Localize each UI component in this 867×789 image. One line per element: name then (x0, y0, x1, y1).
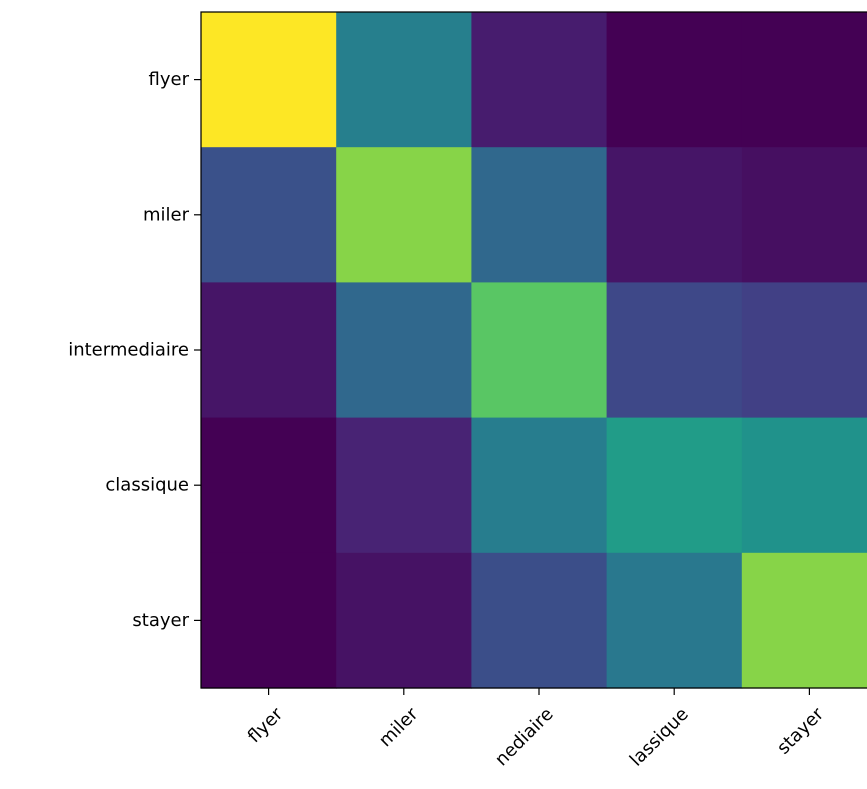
x-tick-label: flyer (244, 703, 288, 747)
heatmap-cell-miler-miler (336, 147, 472, 283)
heatmap-cell-miler-intermediaire (471, 147, 608, 283)
heatmap-cell-classique-intermediaire (471, 417, 608, 554)
heatmap-cell-stayer-classique (606, 552, 743, 689)
heatmap-cell-classique-miler (336, 417, 472, 554)
y-tick-label: flyer (149, 69, 190, 90)
heatmap-cell-stayer-flyer (201, 552, 337, 689)
y-tick-label: miler (143, 204, 190, 225)
y-tick-label: stayer (132, 610, 189, 631)
heatmap-cell-intermediaire-stayer (741, 282, 867, 419)
heatmap-cell-stayer-intermediaire (471, 552, 608, 689)
heatmap-cell-miler-classique (606, 147, 743, 283)
x-tick-label: miler (375, 703, 423, 751)
x-tick-label: lassique (626, 704, 693, 771)
heatmap-cells (201, 12, 867, 689)
heatmap-cell-miler-flyer (201, 147, 337, 283)
x-tick-label: stayer (773, 703, 828, 758)
heatmap-cell-classique-classique (606, 417, 743, 554)
x-axis: flyer miler nediaire lassique stayer (244, 688, 828, 771)
heatmap-cell-stayer-stayer (741, 552, 867, 689)
heatmap-cell-intermediaire-intermediaire (471, 282, 608, 419)
heatmap-cell-miler-stayer (741, 147, 867, 283)
heatmap-cell-intermediaire-miler (336, 282, 472, 419)
heatmap-cell-flyer-flyer (201, 12, 337, 148)
heatmap-cell-classique-stayer (741, 417, 867, 554)
heatmap-cell-flyer-stayer (741, 12, 867, 148)
heatmap-cell-flyer-classique (606, 12, 743, 148)
y-tick-label: intermediaire (68, 340, 189, 361)
x-tick-label: nediaire (491, 704, 557, 770)
y-axis: flyer miler intermediaire classique stayer (68, 69, 201, 631)
y-tick-label: classique (105, 475, 189, 496)
heatmap-cell-flyer-intermediaire (471, 12, 608, 148)
heatmap-cell-intermediaire-classique (606, 282, 743, 419)
heatmap-cell-intermediaire-flyer (201, 282, 337, 419)
heatmap-cell-classique-flyer (201, 417, 337, 554)
heatmap-cell-flyer-miler (336, 12, 472, 148)
heatmap-cell-stayer-miler (336, 552, 472, 689)
